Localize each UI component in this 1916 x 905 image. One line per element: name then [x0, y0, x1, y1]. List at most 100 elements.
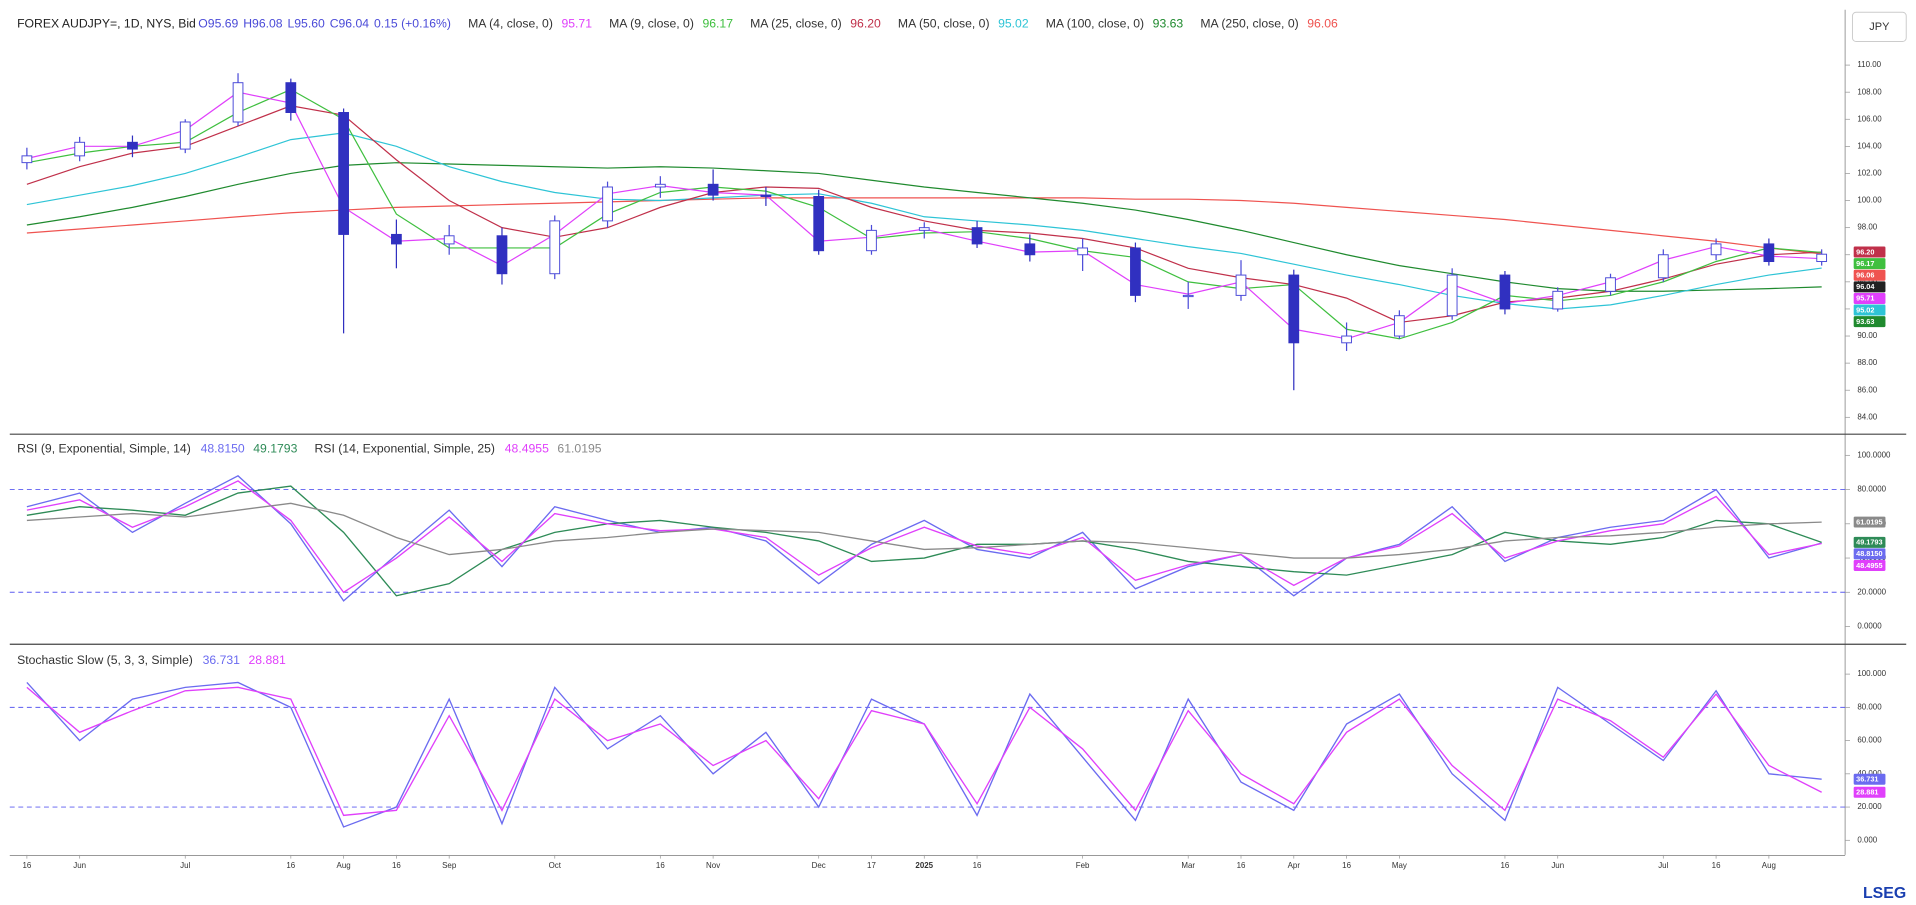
y-tick-label: 80.0000: [1857, 485, 1886, 494]
candle-body: [496, 235, 508, 275]
candle-body: [971, 227, 983, 245]
value-badge: [1853, 786, 1886, 798]
legend-value: 95.02: [998, 17, 1029, 31]
value-badge: [1853, 536, 1886, 548]
candle-body: [1657, 254, 1669, 279]
candle-body: [1077, 247, 1089, 256]
candle-body: [1605, 277, 1616, 292]
x-tick-label: Jun: [1551, 861, 1564, 870]
x-tick-label: 16: [286, 861, 295, 870]
value-badge-label: 96.20: [1856, 247, 1874, 256]
study-value: 48.8150: [201, 442, 245, 456]
candle-body: [918, 227, 930, 231]
study-value: 49.1793: [253, 442, 297, 456]
legend-value: 95.71: [561, 17, 592, 31]
y-tick-label: 0.0000: [1857, 622, 1882, 631]
candle-body: [549, 220, 561, 275]
candle-body: [21, 155, 33, 164]
study-value: 61.0195: [557, 442, 601, 456]
study-value: 48.4955: [505, 442, 549, 456]
value-badge: [1853, 773, 1886, 785]
candle-body: [391, 233, 402, 245]
value-badge: [1853, 246, 1886, 258]
series-line: [26, 502, 1822, 559]
ohlc-label: O95.69: [198, 17, 238, 31]
study-name: RSI (14, Exponential, Simple, 25): [315, 442, 495, 456]
x-tick-label: 16: [1712, 861, 1721, 870]
value-badge-label: 61.0195: [1856, 517, 1882, 526]
candle-body: [813, 196, 825, 252]
value-badge-label: 48.4955: [1856, 561, 1882, 570]
candle-body: [866, 229, 877, 252]
brand-logo: LSEG: [1863, 885, 1906, 902]
y-tick-label: 106.00: [1857, 114, 1882, 123]
series-line: [26, 132, 1822, 310]
x-tick-label: Jun: [73, 861, 86, 870]
x-tick-label: Feb: [1076, 861, 1090, 870]
value-badge-label: 93.63: [1856, 317, 1874, 326]
study-name: Stochastic Slow (5, 3, 3, Simple): [17, 653, 193, 667]
legend-value: 96.20: [850, 17, 881, 31]
y-tick-label: 108.00: [1857, 87, 1882, 96]
x-tick-label: 16: [973, 861, 982, 870]
x-tick-label: 16: [1342, 861, 1351, 870]
value-badge: [1853, 269, 1886, 281]
y-tick-label: 0.000: [1857, 835, 1877, 844]
series-line: [26, 162, 1822, 292]
x-tick-label: 16: [1501, 861, 1510, 870]
x-tick-label: Nov: [706, 861, 720, 870]
x-tick-label: 17: [867, 861, 876, 870]
value-badge: [1853, 548, 1886, 560]
legend-value: 93.63: [1153, 17, 1184, 31]
y-tick-label: 86.00: [1857, 385, 1877, 394]
x-tick-label: 16: [392, 861, 401, 870]
ohlc-label: C96.04: [330, 17, 370, 31]
candle-body: [1446, 274, 1458, 317]
value-badge-label: 49.1793: [1856, 538, 1882, 547]
candle-body: [1182, 294, 1194, 298]
y-tick-label: 40.000: [1857, 769, 1882, 778]
x-tick-label: May: [1392, 861, 1407, 870]
series-line: [26, 197, 1822, 255]
y-tick-label: 100.0000: [1857, 450, 1891, 459]
candle-body: [338, 112, 349, 235]
y-tick-label: 84.00: [1857, 412, 1877, 421]
x-tick-label: Aug: [1762, 861, 1776, 870]
candle-body: [127, 141, 138, 150]
candle-body: [74, 141, 86, 157]
x-tick-label: 16: [22, 861, 31, 870]
candle-body: [760, 194, 772, 197]
candle-body: [602, 186, 613, 222]
y-tick-label: 100.000: [1857, 669, 1886, 678]
legend-name: MA (100, close, 0): [1046, 17, 1144, 31]
currency-box[interactable]: [1851, 11, 1907, 43]
y-tick-label: 60.000: [1857, 736, 1882, 745]
candle-body: [1130, 247, 1141, 296]
y-tick-label: 20.0000: [1857, 587, 1886, 596]
currency-label[interactable]: JPY: [1869, 21, 1890, 33]
symbol: FOREX AUDJPY=, 1D, NYS, Bid: [17, 17, 196, 31]
y-tick-label: 80.000: [1857, 702, 1882, 711]
value-badge-label: 95.71: [1856, 294, 1874, 303]
x-tick-label: Apr: [1288, 861, 1301, 870]
study-value: 36.731: [203, 653, 241, 667]
candle-body: [232, 82, 244, 123]
candle-body: [1816, 253, 1828, 263]
candle-body: [1710, 243, 1722, 256]
value-badge: [1853, 258, 1886, 270]
series-line: [26, 480, 1822, 594]
y-tick-label: 104.00: [1857, 141, 1882, 150]
value-badge-label: 96.04: [1856, 282, 1875, 291]
value-badge: [1853, 304, 1886, 316]
candle-body: [707, 183, 719, 196]
x-tick-label: 16: [656, 861, 665, 870]
x-tick-label: 16: [1237, 861, 1246, 870]
value-badge-label: 96.17: [1856, 259, 1874, 268]
candle-body: [1288, 274, 1300, 344]
study-value: 28.881: [248, 653, 286, 667]
legend-name: MA (50, close, 0): [898, 17, 990, 31]
value-badge: [1853, 316, 1886, 328]
x-tick-label: Jul: [1658, 861, 1668, 870]
